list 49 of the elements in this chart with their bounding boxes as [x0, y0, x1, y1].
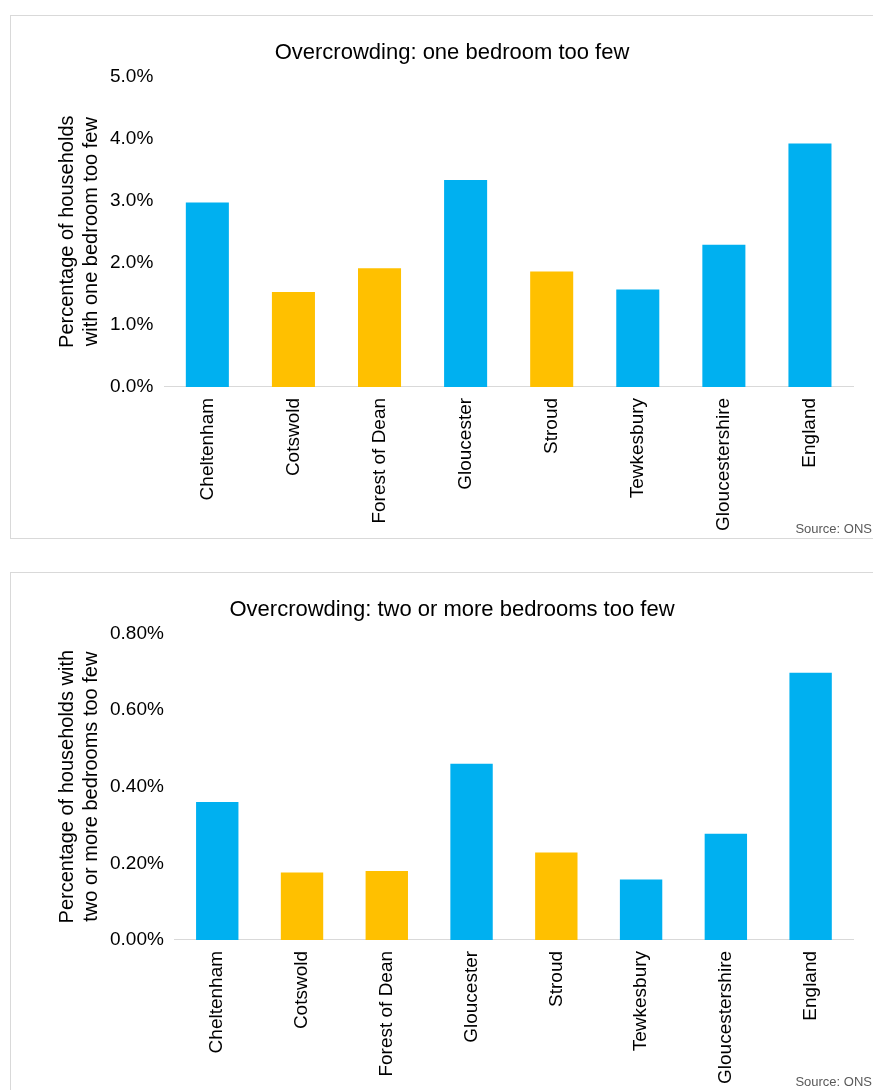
- x-tick-label: Gloucestershire: [712, 397, 734, 532]
- bar: [280, 872, 324, 940]
- x-tick-label: Stroud: [544, 950, 566, 1007]
- y-tick-label: 4.0%: [109, 126, 154, 148]
- y-tick-label: 0.40%: [110, 774, 164, 796]
- bar: [619, 879, 663, 940]
- bar: [444, 180, 488, 387]
- x-tick-label: Forest of Dean: [367, 397, 389, 524]
- x-tick-label: Forest of Dean: [375, 950, 397, 1077]
- bar: [535, 852, 578, 940]
- y-tick-label: 0.20%: [110, 851, 164, 873]
- y-tick-label: 5.0%: [109, 64, 154, 86]
- x-tick-label: Stroud: [539, 397, 561, 454]
- x-tick-label: England: [798, 397, 820, 468]
- x-tick-label: Tewkesbury: [626, 397, 648, 499]
- x-tick-label: Cheltenham: [195, 397, 217, 501]
- y-axis-title: Percentage of households with two or more bedrooms too few: [54, 649, 101, 924]
- bar: [358, 268, 402, 387]
- chart-title: Overcrowding: one bedroom too few: [274, 39, 630, 65]
- y-tick-label: 0.60%: [110, 698, 164, 720]
- bar: [702, 244, 746, 387]
- y-tick-label: 2.0%: [109, 250, 154, 272]
- y-axis-title: Percentage of households with one bedroom too few: [54, 115, 101, 348]
- bar: [789, 672, 832, 940]
- source-note: Source: ONS: [795, 521, 872, 536]
- x-tick-label: Tewkesbury: [629, 950, 651, 1052]
- x-tick-label: Cotswold: [281, 397, 303, 477]
- x-tick-label: England: [798, 950, 820, 1021]
- x-tick-label: Gloucester: [459, 950, 481, 1043]
- bar: [185, 202, 229, 387]
- bar: [704, 833, 748, 940]
- bar: [196, 802, 239, 940]
- y-tick-label: 0.00%: [110, 928, 164, 950]
- x-tick-label: Gloucestershire: [714, 950, 736, 1085]
- y-tick-label: 3.0%: [109, 188, 154, 210]
- bar: [788, 143, 832, 387]
- y-tick-label: 1.0%: [109, 313, 154, 335]
- x-tick-label: Cheltenham: [205, 950, 227, 1054]
- source-note: Source: ONS: [795, 1074, 872, 1089]
- bar: [616, 289, 660, 387]
- x-tick-label: Gloucester: [453, 397, 475, 490]
- y-tick-label: 0.0%: [109, 375, 154, 397]
- bar: [450, 763, 493, 940]
- y-tick-label: 0.80%: [110, 621, 164, 643]
- chart-title: Overcrowding: two or more bedrooms too few: [229, 596, 675, 622]
- bar: [365, 870, 408, 940]
- bar: [530, 271, 574, 387]
- x-tick-label: Cotswold: [290, 950, 312, 1030]
- bar: [271, 291, 315, 387]
